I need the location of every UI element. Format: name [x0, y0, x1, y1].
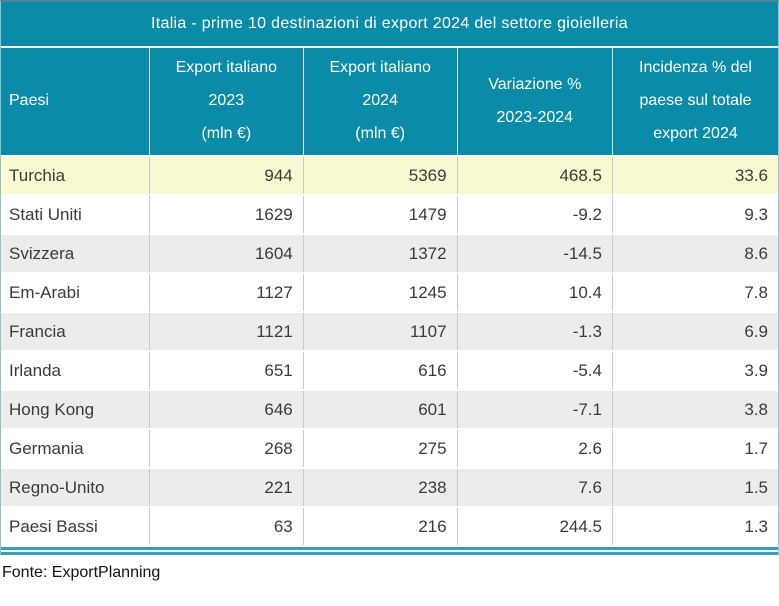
table-row-regno-unito: Regno-Unito 221 238 7.6 1.5: [1, 468, 778, 508]
table-row-turchia: Turchia 944 5369 468.5 33.6: [1, 156, 778, 196]
export-2023-cell: 651: [149, 351, 304, 391]
export-2023-cell: 944: [149, 156, 304, 196]
export-2023-cell: 63: [149, 507, 304, 547]
table-row-germania: Germania 268 275 2.6 1.7: [1, 429, 778, 469]
export-2024-cell: 216: [303, 507, 458, 547]
export-2024-cell: 1479: [303, 195, 458, 235]
incidenza-cell: 8.6: [612, 234, 778, 274]
table-row-hong-kong: Hong Kong 646 601 -7.1 3.8: [1, 390, 778, 430]
export-2024-cell: 5369: [303, 156, 458, 196]
variazione-cell: 468.5: [457, 156, 613, 196]
variazione-cell: 244.5: [457, 507, 613, 547]
variazione-cell: 2.6: [457, 429, 613, 469]
country-cell: Francia: [1, 312, 150, 352]
country-cell: Svizzera: [1, 234, 150, 274]
export-2023-cell: 1127: [149, 273, 304, 313]
table-body: Turchia 944 5369 468.5 33.6 Stati Uniti …: [1, 156, 778, 547]
table-title: Italia - prime 10 destinazioni di export…: [1, 2, 778, 48]
incidenza-cell: 1.7: [612, 429, 778, 469]
incidenza-cell: 3.9: [612, 351, 778, 391]
incidenza-cell: 3.8: [612, 390, 778, 430]
export-2023-cell: 1121: [149, 312, 304, 352]
country-cell: Em-Arabi: [1, 273, 150, 313]
country-cell: Hong Kong: [1, 390, 150, 430]
export-2024-cell: 1372: [303, 234, 458, 274]
variazione-cell: -7.1: [457, 390, 613, 430]
country-cell: Stati Uniti: [1, 195, 150, 235]
export-2023-cell: 268: [149, 429, 304, 469]
table-row-stati-uniti: Stati Uniti 1629 1479 -9.2 9.3: [1, 195, 778, 235]
table-row-paesi-bassi: Paesi Bassi 63 216 244.5 1.3: [1, 507, 778, 547]
incidenza-cell: 33.6: [612, 156, 778, 196]
variazione-cell: -5.4: [457, 351, 613, 391]
export-2024-cell: 1245: [303, 273, 458, 313]
country-cell: Irlanda: [1, 351, 150, 391]
export-2023-cell: 1604: [149, 234, 304, 274]
export-2024-cell: 238: [303, 468, 458, 508]
table-row-svizzera: Svizzera 1604 1372 -14.5 8.6: [1, 234, 778, 274]
header-row: Paesi Export italiano 2023 (mln €) Expor…: [1, 48, 778, 157]
incidenza-cell: 7.8: [612, 273, 778, 313]
incidenza-cell: 1.3: [612, 507, 778, 547]
export-destinations-table: Paesi Export italiano 2023 (mln €) Expor…: [1, 48, 778, 547]
country-cell: Paesi Bassi: [1, 507, 150, 547]
export-2024-cell: 1107: [303, 312, 458, 352]
column-header-export-2024: Export italiano 2024 (mln €): [303, 48, 458, 157]
country-cell: Regno-Unito: [1, 468, 150, 508]
export-2023-cell: 1629: [149, 195, 304, 235]
table-bottom-double-rule: [1, 547, 778, 555]
export-2024-cell: 616: [303, 351, 458, 391]
export-2023-cell: 221: [149, 468, 304, 508]
country-cell: Turchia: [1, 156, 150, 196]
column-header-export-2023: Export italiano 2023 (mln €): [149, 48, 304, 157]
source-note: Fonte: ExportPlanning: [2, 564, 161, 581]
export-2024-cell: 601: [303, 390, 458, 430]
variazione-cell: 10.4: [457, 273, 613, 313]
variazione-cell: -1.3: [457, 312, 613, 352]
incidenza-cell: 6.9: [612, 312, 778, 352]
column-header-variazione: Variazione % 2023-2024: [457, 48, 613, 157]
table-header: Paesi Export italiano 2023 (mln €) Expor…: [1, 48, 778, 157]
variazione-cell: 7.6: [457, 468, 613, 508]
variazione-cell: -14.5: [457, 234, 613, 274]
column-header-paesi: Paesi: [1, 48, 150, 157]
export-table-container: Italia - prime 10 destinazioni di export…: [0, 0, 779, 555]
export-2024-cell: 275: [303, 429, 458, 469]
variazione-cell: -9.2: [457, 195, 613, 235]
incidenza-cell: 9.3: [612, 195, 778, 235]
table-row-irlanda: Irlanda 651 616 -5.4 3.9: [1, 351, 778, 391]
export-2023-cell: 646: [149, 390, 304, 430]
country-cell: Germania: [1, 429, 150, 469]
incidenza-cell: 1.5: [612, 468, 778, 508]
table-row-em-arabi: Em-Arabi 1127 1245 10.4 7.8: [1, 273, 778, 313]
table-row-francia: Francia 1121 1107 -1.3 6.9: [1, 312, 778, 352]
column-header-incidenza: Incidenza % del paese sul totale export …: [612, 48, 778, 157]
